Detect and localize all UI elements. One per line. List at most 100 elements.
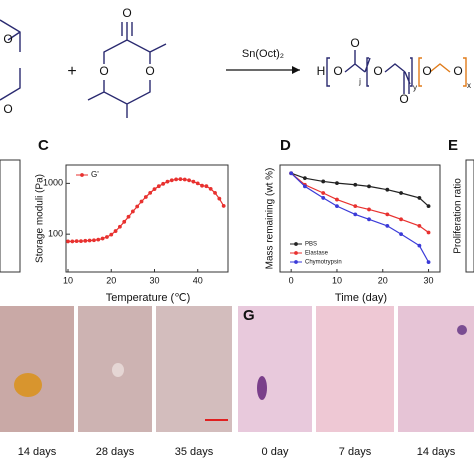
y-axis-label: Storage moduli (Pa) xyxy=(35,174,46,263)
data-point xyxy=(195,181,200,186)
hair-follicle xyxy=(457,325,467,335)
x-tick-label: 30 xyxy=(424,275,434,285)
photo xyxy=(156,306,232,432)
data-point xyxy=(417,196,422,200)
photo-label: 7 days xyxy=(339,446,372,458)
data-point xyxy=(135,204,140,209)
data-point xyxy=(83,238,88,243)
hair-follicle xyxy=(257,376,267,400)
data-point xyxy=(178,177,183,182)
panel-letter: E xyxy=(448,137,458,154)
data-point xyxy=(367,184,371,189)
atom-label: O xyxy=(99,64,108,78)
subscript: y xyxy=(413,83,417,92)
data-point xyxy=(122,219,127,224)
data-point xyxy=(321,179,326,184)
data-point xyxy=(66,239,70,244)
data-point xyxy=(204,184,209,189)
data-point xyxy=(335,181,339,186)
x-tick-label: 10 xyxy=(63,275,73,285)
data-point xyxy=(96,237,101,242)
x-tick-label: 40 xyxy=(193,275,203,285)
photo xyxy=(238,306,312,432)
data-point xyxy=(335,197,339,202)
atom-label: O xyxy=(145,64,154,78)
glycolide-bonds xyxy=(0,19,21,101)
y-axis-label: Proliferation ratio xyxy=(453,178,464,254)
data-point xyxy=(130,209,135,214)
data-point xyxy=(100,236,105,241)
data-point xyxy=(191,179,196,184)
data-point xyxy=(152,187,157,192)
data-point xyxy=(79,239,83,244)
data-point xyxy=(182,177,187,182)
implant xyxy=(112,363,124,377)
data-point xyxy=(399,217,403,222)
photo-label: 28 days xyxy=(96,446,135,458)
data-point xyxy=(70,239,75,244)
data-point xyxy=(426,230,431,235)
panel-letter: D xyxy=(280,137,291,154)
data-line xyxy=(290,172,429,233)
data-point xyxy=(217,196,222,201)
polymer-bonds xyxy=(326,50,413,94)
subscript: j xyxy=(358,77,361,86)
data-point xyxy=(143,195,148,199)
panel-letter: G xyxy=(243,307,255,324)
data-point xyxy=(208,186,213,191)
x-tick-label: 0 xyxy=(289,275,294,285)
data-point xyxy=(148,190,153,195)
plot-frame xyxy=(279,164,441,273)
implant xyxy=(14,373,42,397)
lactide-bonds xyxy=(87,22,167,118)
catalyst: Sn(Oct)₂ xyxy=(242,48,284,60)
cropped-panel xyxy=(0,159,21,273)
data-point xyxy=(87,238,92,243)
photo xyxy=(398,306,474,432)
legend-label: PBS xyxy=(305,242,317,248)
data-point xyxy=(221,204,226,208)
data-point xyxy=(139,199,144,204)
x-tick-label: 20 xyxy=(378,275,388,285)
atom-label: O xyxy=(453,64,462,78)
photo-label: 0 day xyxy=(262,446,289,458)
panel-letter: C xyxy=(38,137,49,154)
data-point xyxy=(367,207,371,212)
photo-label: 14 days xyxy=(18,446,57,458)
photo-label: 14 days xyxy=(417,446,456,458)
atom-label: O xyxy=(3,32,12,46)
x-tick-label: 30 xyxy=(149,275,159,285)
legend-label: Elastase xyxy=(305,251,329,257)
atom-label: O xyxy=(373,64,382,78)
data-point xyxy=(367,217,371,222)
data-point xyxy=(187,178,191,183)
legend-label: G' xyxy=(91,170,99,179)
legend-marker xyxy=(80,173,84,177)
legend-marker xyxy=(294,242,298,246)
data-point xyxy=(353,182,358,187)
x-tick-label: 10 xyxy=(332,275,342,285)
photo-label: 35 days xyxy=(175,446,214,458)
atom-label: O xyxy=(350,36,359,50)
atom-label: O xyxy=(399,92,408,106)
legend-label: Chymotrypsin xyxy=(305,260,342,266)
data-point xyxy=(353,204,358,209)
data-point xyxy=(302,176,307,181)
data-point xyxy=(113,229,118,233)
data-point xyxy=(126,214,131,219)
y-axis-label: Mass remaining (wt %) xyxy=(265,168,276,270)
data-point xyxy=(74,239,79,244)
data-point xyxy=(117,224,122,229)
data-point xyxy=(302,184,307,189)
atom-label: O xyxy=(333,64,342,78)
peg-bonds xyxy=(418,57,467,87)
data-line xyxy=(290,172,429,207)
data-point xyxy=(105,235,109,239)
data-point xyxy=(321,196,326,200)
data-point xyxy=(156,184,161,189)
data-point xyxy=(165,179,170,184)
data-point xyxy=(169,178,174,183)
data-point xyxy=(399,191,403,195)
data-point xyxy=(161,181,166,186)
data-point xyxy=(385,187,390,192)
